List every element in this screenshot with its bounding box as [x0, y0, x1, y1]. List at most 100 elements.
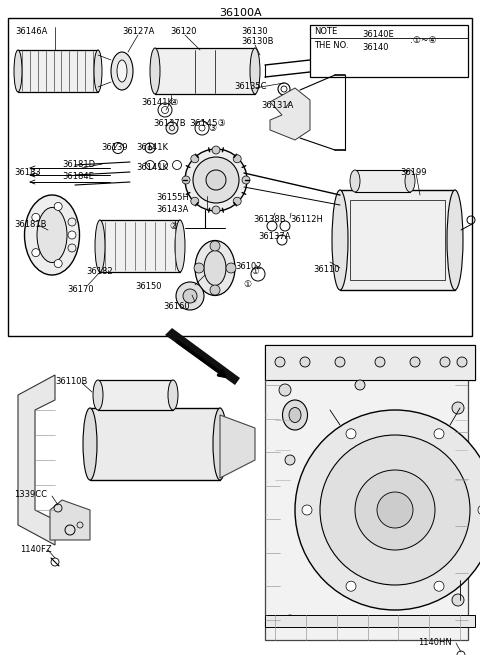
- Text: 36130B: 36130B: [241, 37, 274, 46]
- Ellipse shape: [193, 157, 239, 203]
- Text: 36199: 36199: [400, 168, 427, 177]
- Circle shape: [302, 505, 312, 515]
- Circle shape: [457, 357, 467, 367]
- Text: 36137A: 36137A: [258, 232, 290, 241]
- Circle shape: [410, 357, 420, 367]
- Text: 36141K: 36141K: [141, 98, 173, 107]
- Circle shape: [182, 176, 190, 184]
- Ellipse shape: [95, 220, 105, 272]
- Circle shape: [32, 249, 40, 257]
- Circle shape: [191, 197, 199, 205]
- Circle shape: [300, 357, 310, 367]
- Text: 1339CC: 1339CC: [14, 490, 47, 499]
- Text: 36155H: 36155H: [156, 193, 189, 202]
- Ellipse shape: [93, 380, 103, 410]
- Text: :①~④: :①~④: [410, 36, 437, 45]
- Polygon shape: [265, 345, 475, 640]
- Ellipse shape: [37, 208, 67, 263]
- Circle shape: [212, 146, 220, 154]
- Circle shape: [210, 241, 220, 251]
- Text: 36131A: 36131A: [261, 101, 293, 110]
- Ellipse shape: [166, 122, 178, 134]
- Text: 36141K: 36141K: [136, 163, 168, 172]
- Ellipse shape: [150, 48, 160, 94]
- Polygon shape: [270, 88, 310, 140]
- Text: 36182: 36182: [86, 267, 113, 276]
- Text: 36130: 36130: [241, 27, 268, 36]
- Text: 36146A: 36146A: [15, 27, 48, 36]
- Ellipse shape: [183, 289, 197, 303]
- Circle shape: [191, 155, 199, 163]
- Text: 36112H: 36112H: [290, 215, 323, 224]
- Text: 36135C: 36135C: [234, 82, 266, 91]
- Circle shape: [68, 231, 76, 239]
- Bar: [350, 200, 445, 280]
- Circle shape: [233, 155, 241, 163]
- Ellipse shape: [94, 50, 102, 92]
- Text: 36140E: 36140E: [362, 30, 394, 39]
- Text: 36143A: 36143A: [156, 205, 188, 214]
- Circle shape: [452, 402, 464, 414]
- Text: 1140HN: 1140HN: [418, 638, 452, 647]
- Circle shape: [355, 380, 365, 390]
- Bar: [18, 50, 98, 92]
- Ellipse shape: [168, 380, 178, 410]
- Text: 36184E: 36184E: [62, 172, 94, 181]
- Text: 36183: 36183: [14, 168, 41, 177]
- Circle shape: [377, 492, 413, 528]
- Ellipse shape: [213, 408, 227, 480]
- Text: NOTE: NOTE: [314, 27, 337, 36]
- Polygon shape: [18, 375, 55, 545]
- Circle shape: [54, 202, 62, 210]
- Ellipse shape: [332, 190, 348, 290]
- Circle shape: [335, 357, 345, 367]
- Circle shape: [275, 357, 285, 367]
- Bar: [265, 345, 475, 380]
- Polygon shape: [165, 328, 240, 385]
- Text: 36181D: 36181D: [62, 160, 95, 169]
- Circle shape: [440, 357, 450, 367]
- Ellipse shape: [185, 149, 247, 211]
- Bar: [98, 380, 173, 410]
- Text: ②: ②: [169, 222, 177, 231]
- Circle shape: [212, 206, 220, 214]
- Text: 36102: 36102: [235, 262, 262, 271]
- Ellipse shape: [447, 190, 463, 290]
- Ellipse shape: [250, 48, 260, 94]
- Circle shape: [54, 259, 62, 267]
- Ellipse shape: [405, 170, 415, 192]
- Text: 36141K: 36141K: [136, 143, 168, 152]
- Text: 36120: 36120: [170, 27, 196, 36]
- Circle shape: [452, 594, 464, 606]
- Text: 36110: 36110: [313, 265, 339, 274]
- Bar: [100, 220, 180, 272]
- Ellipse shape: [283, 400, 308, 430]
- Text: 36137B: 36137B: [153, 119, 186, 128]
- Text: 36150: 36150: [135, 282, 161, 291]
- Circle shape: [478, 505, 480, 515]
- Text: 36160: 36160: [163, 302, 190, 311]
- Circle shape: [346, 581, 356, 591]
- Text: 36100A: 36100A: [219, 8, 261, 18]
- Ellipse shape: [289, 407, 301, 422]
- Bar: [8, 18, 472, 336]
- Circle shape: [295, 410, 480, 610]
- Bar: [265, 615, 475, 627]
- Circle shape: [434, 581, 444, 591]
- Polygon shape: [220, 415, 255, 478]
- Bar: [355, 170, 410, 192]
- Ellipse shape: [204, 250, 226, 286]
- Circle shape: [320, 435, 470, 585]
- Circle shape: [210, 285, 220, 295]
- Polygon shape: [50, 500, 90, 540]
- Bar: [90, 408, 220, 480]
- Circle shape: [285, 455, 295, 465]
- Bar: [340, 190, 455, 290]
- Text: ①: ①: [251, 267, 259, 276]
- Text: 36139: 36139: [101, 143, 128, 152]
- Text: 36110B: 36110B: [55, 377, 87, 386]
- Bar: [310, 25, 468, 77]
- Text: ①: ①: [243, 280, 251, 289]
- Ellipse shape: [14, 50, 22, 92]
- Circle shape: [242, 176, 250, 184]
